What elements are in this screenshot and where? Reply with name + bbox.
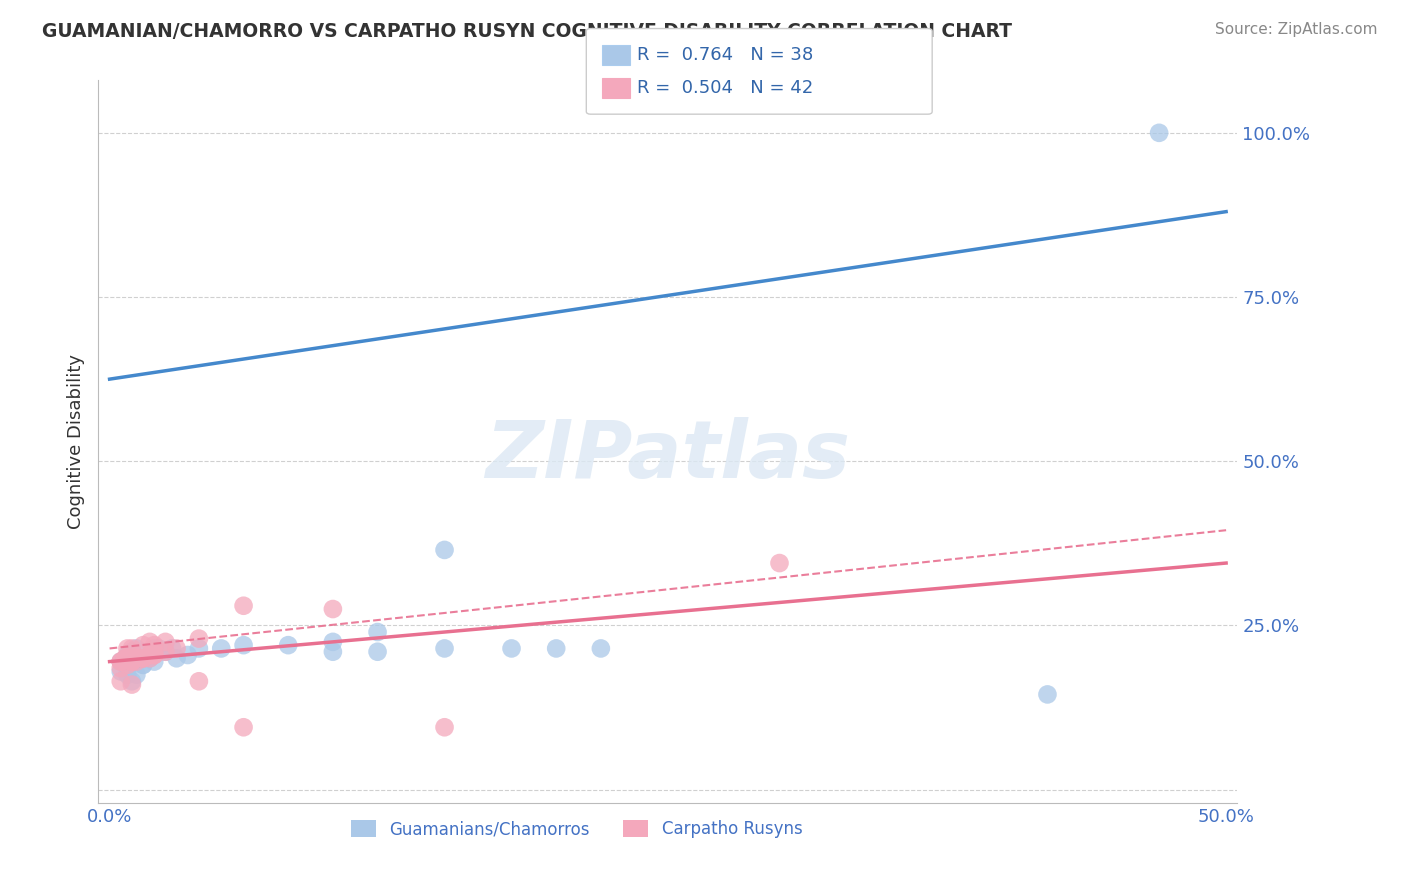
Text: GUAMANIAN/CHAMORRO VS CARPATHO RUSYN COGNITIVE DISABILITY CORRELATION CHART: GUAMANIAN/CHAMORRO VS CARPATHO RUSYN COG… bbox=[42, 22, 1012, 41]
Point bbox=[155, 645, 177, 659]
Point bbox=[121, 655, 143, 669]
Point bbox=[121, 674, 143, 689]
Point bbox=[155, 635, 177, 649]
Point bbox=[160, 641, 183, 656]
Point bbox=[166, 651, 188, 665]
Point bbox=[143, 641, 166, 656]
Point bbox=[114, 651, 136, 665]
Point bbox=[367, 645, 389, 659]
Point bbox=[117, 661, 139, 675]
Point bbox=[132, 657, 155, 672]
Point bbox=[125, 667, 148, 681]
Point bbox=[139, 648, 162, 662]
Point bbox=[121, 655, 143, 669]
Point bbox=[433, 542, 456, 557]
Point bbox=[209, 641, 232, 656]
Point bbox=[166, 641, 188, 656]
Point bbox=[121, 655, 143, 669]
Point bbox=[139, 651, 162, 665]
Point bbox=[132, 657, 155, 672]
Point bbox=[501, 641, 523, 656]
Point bbox=[121, 645, 143, 659]
Point bbox=[367, 625, 389, 640]
Point bbox=[232, 638, 254, 652]
Point bbox=[322, 635, 344, 649]
Point bbox=[125, 651, 148, 665]
Point bbox=[114, 651, 136, 665]
Point bbox=[433, 641, 456, 656]
Point bbox=[1036, 687, 1059, 701]
Point bbox=[121, 677, 143, 691]
Point bbox=[187, 641, 209, 656]
Point bbox=[143, 648, 166, 662]
Point bbox=[121, 655, 143, 669]
Point bbox=[143, 648, 166, 662]
Point bbox=[322, 645, 344, 659]
Text: ZIPatlas: ZIPatlas bbox=[485, 417, 851, 495]
Point bbox=[177, 648, 200, 662]
Point bbox=[187, 674, 209, 689]
Text: R =  0.504   N = 42: R = 0.504 N = 42 bbox=[637, 79, 813, 97]
Point bbox=[589, 641, 612, 656]
Point bbox=[132, 651, 155, 665]
Point bbox=[143, 655, 166, 669]
Point bbox=[232, 599, 254, 613]
Point bbox=[117, 651, 139, 665]
Point bbox=[132, 638, 155, 652]
Legend: Guamanians/Chamorros, Carpatho Rusyns: Guamanians/Chamorros, Carpatho Rusyns bbox=[344, 814, 808, 845]
Point bbox=[143, 645, 166, 659]
Y-axis label: Cognitive Disability: Cognitive Disability bbox=[66, 354, 84, 529]
Point bbox=[143, 638, 166, 652]
Point bbox=[155, 645, 177, 659]
Point bbox=[139, 648, 162, 662]
Point bbox=[232, 720, 254, 734]
Point bbox=[125, 651, 148, 665]
Point bbox=[148, 641, 170, 656]
Point bbox=[121, 651, 143, 665]
Point bbox=[546, 641, 568, 656]
Text: R =  0.764   N = 38: R = 0.764 N = 38 bbox=[637, 46, 813, 64]
Point bbox=[117, 651, 139, 665]
Point bbox=[125, 655, 148, 669]
Point bbox=[139, 648, 162, 662]
Point bbox=[132, 651, 155, 665]
Point bbox=[110, 655, 132, 669]
Point bbox=[121, 641, 143, 656]
Point bbox=[1147, 126, 1170, 140]
Text: Source: ZipAtlas.com: Source: ZipAtlas.com bbox=[1215, 22, 1378, 37]
Point bbox=[110, 674, 132, 689]
Point bbox=[277, 638, 299, 652]
Point bbox=[768, 556, 790, 570]
Point bbox=[110, 665, 132, 679]
Point bbox=[132, 651, 155, 665]
Point bbox=[110, 655, 132, 669]
Point bbox=[139, 635, 162, 649]
Point bbox=[187, 632, 209, 646]
Point bbox=[322, 602, 344, 616]
Point bbox=[125, 651, 148, 665]
Point bbox=[117, 667, 139, 681]
Point bbox=[110, 655, 132, 669]
Point bbox=[117, 648, 139, 662]
Point bbox=[117, 657, 139, 672]
Point bbox=[125, 641, 148, 656]
Point bbox=[125, 651, 148, 665]
Point bbox=[139, 651, 162, 665]
Point bbox=[110, 661, 132, 675]
Point bbox=[433, 720, 456, 734]
Point bbox=[117, 641, 139, 656]
Point bbox=[132, 651, 155, 665]
